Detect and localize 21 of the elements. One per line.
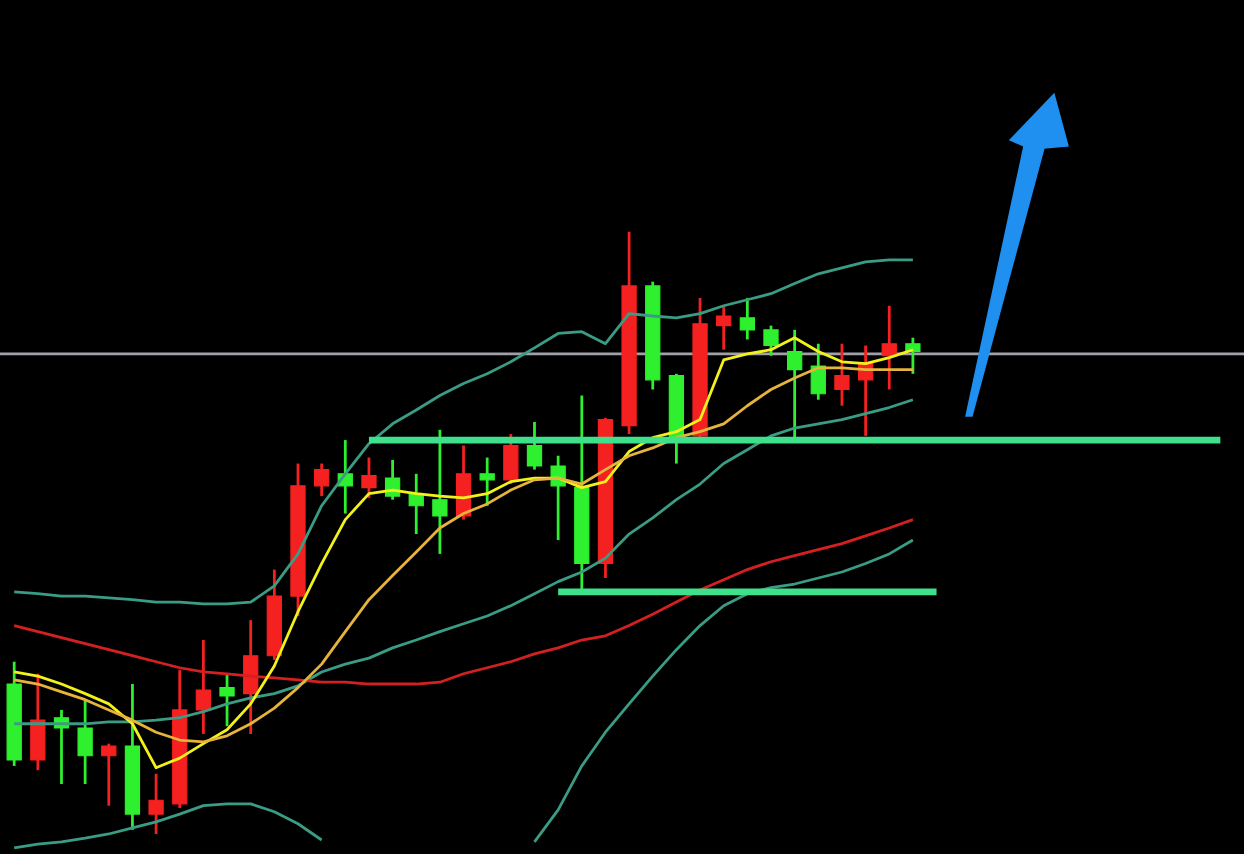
candlestick: [361, 456, 377, 500]
candlestick: [195, 638, 212, 736]
candlestick: [101, 742, 117, 808]
candlestick: [148, 772, 164, 836]
candlestick: [763, 324, 779, 358]
candlestick: [503, 432, 519, 486]
candlestick: [716, 304, 732, 352]
candlestick: [243, 618, 259, 736]
candlestick: [479, 456, 495, 508]
candlestick: [786, 328, 803, 442]
candlestick: [550, 454, 566, 542]
candlestick: [739, 296, 755, 341]
candlestick: [313, 462, 330, 498]
candlestick: [77, 698, 93, 786]
candlestick: [905, 336, 921, 376]
candlestick: [834, 342, 850, 408]
candlestick: [30, 672, 46, 772]
candlestick: [432, 428, 448, 556]
candlestick: [881, 304, 897, 391]
candlestick: [526, 420, 543, 471]
candlestick: [219, 672, 235, 728]
